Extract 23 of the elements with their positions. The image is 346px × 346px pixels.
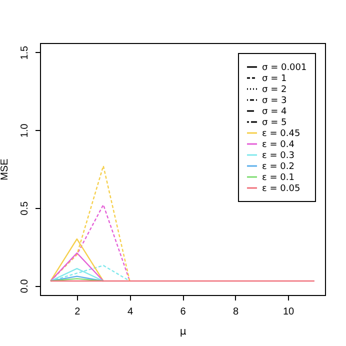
legend-label: σ = 4 xyxy=(262,107,287,117)
legend-label: ε = 0.45 xyxy=(262,129,300,139)
legend-label: ε = 0.05 xyxy=(262,184,300,194)
y-tick-label: 0.0 xyxy=(20,278,30,294)
legend-label: σ = 0.001 xyxy=(262,63,307,73)
x-tick-label: 8 xyxy=(232,306,239,318)
x-axis-title: μ xyxy=(180,326,187,338)
legend-label: ε = 0.3 xyxy=(262,151,294,161)
x-tick-label: 10 xyxy=(282,306,295,318)
x-tick-label: 4 xyxy=(127,306,134,318)
y-tick-label: 1.0 xyxy=(20,123,30,138)
legend-label: σ = 3 xyxy=(262,96,287,106)
legend-label: σ = 2 xyxy=(262,85,287,95)
legend-label: σ = 5 xyxy=(262,118,287,128)
x-tick-label: 2 xyxy=(74,306,81,318)
legend-label: ε = 0.2 xyxy=(262,162,294,172)
x-tick-label: 6 xyxy=(180,306,186,318)
y-tick-label: 1.5 xyxy=(20,45,30,60)
y-tick-label: 0.5 xyxy=(20,201,30,216)
legend-label: ε = 0.4 xyxy=(262,140,295,150)
legend-label: ε = 0.1 xyxy=(262,173,294,183)
legend-label: σ = 1 xyxy=(262,74,287,84)
y-axis-title: MSE xyxy=(0,158,10,180)
